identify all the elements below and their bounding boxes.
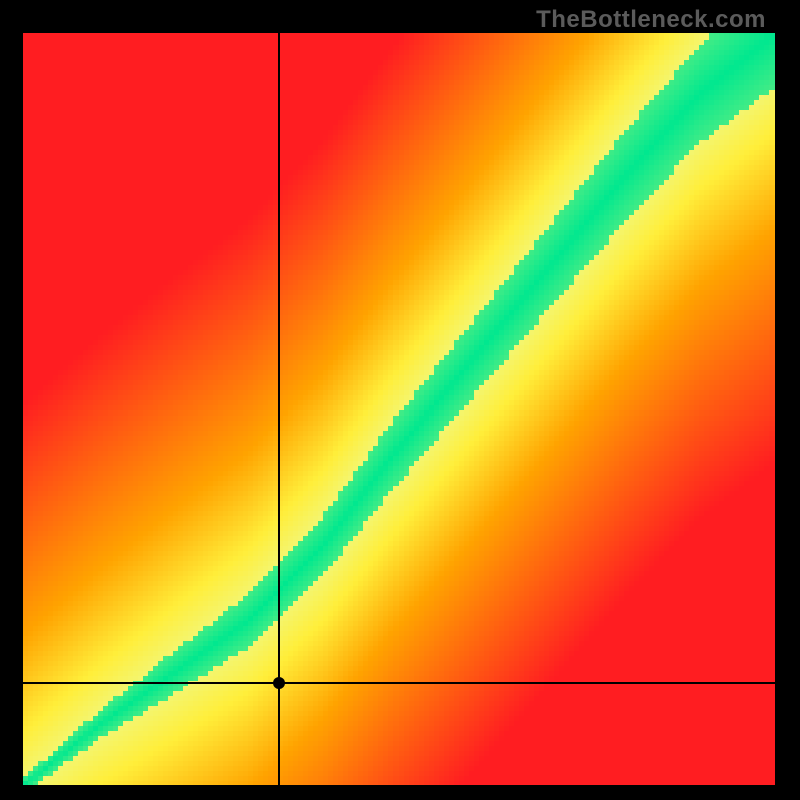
heatmap-canvas [23, 33, 775, 785]
heatmap-plot [23, 33, 775, 785]
watermark-label: TheBottleneck.com [536, 6, 766, 34]
chart-container: TheBottleneck.com [0, 0, 800, 800]
crosshair-vertical [278, 33, 280, 785]
crosshair-horizontal [23, 682, 775, 684]
